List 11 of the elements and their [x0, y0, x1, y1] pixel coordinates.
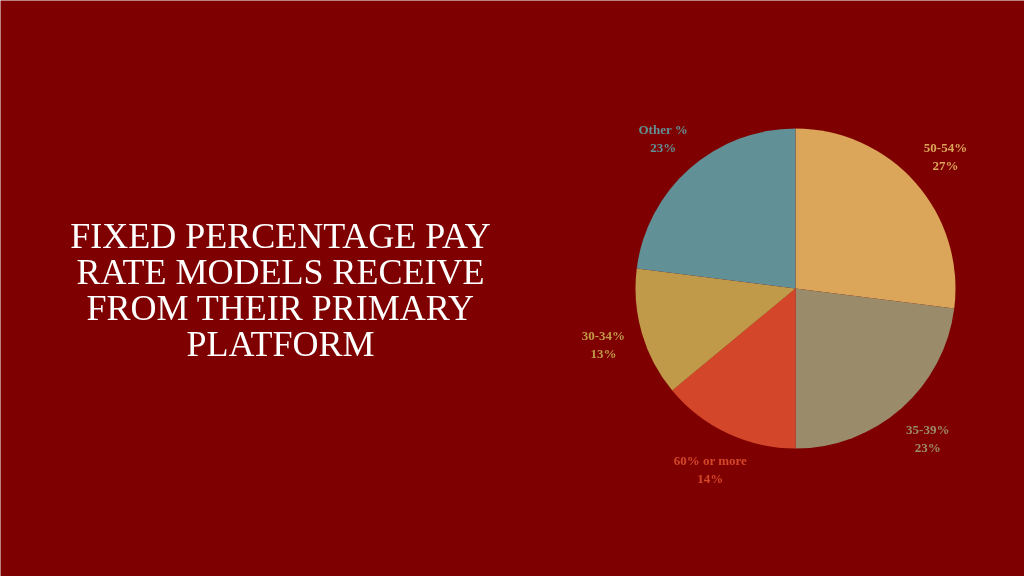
- slice-label: Other %: [638, 121, 688, 137]
- data-label: 13%: [590, 345, 617, 361]
- data-label: 23%: [650, 139, 677, 155]
- data-label: 27%: [932, 157, 959, 173]
- data-label: 23%: [914, 440, 941, 456]
- slice-label: 30-34%: [581, 327, 626, 343]
- slice-label: 35-39%: [906, 422, 950, 438]
- data-label: 14%: [697, 470, 724, 486]
- slice-label: 50-54%: [923, 139, 968, 155]
- text: FIXED PERCENTAGE PAY RATE MODELS RECEIVE FROM THEIR PRIMARY PLATFORM: [70, 215, 491, 364]
- slice-label: 60% or more: [673, 452, 748, 468]
